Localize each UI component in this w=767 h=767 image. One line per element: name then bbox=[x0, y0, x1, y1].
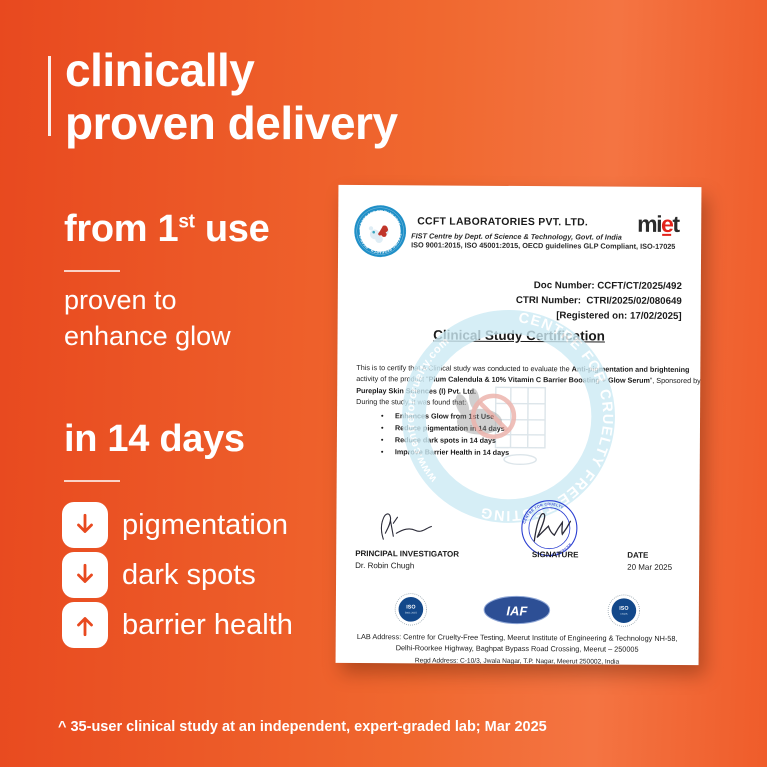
svg-text:17025: 17025 bbox=[620, 612, 628, 616]
svg-text:ISO: ISO bbox=[406, 604, 415, 610]
svg-text:9001:2015: 9001:2015 bbox=[405, 611, 418, 615]
svg-text:IAF: IAF bbox=[506, 603, 528, 618]
svg-text:ISO: ISO bbox=[619, 606, 628, 612]
